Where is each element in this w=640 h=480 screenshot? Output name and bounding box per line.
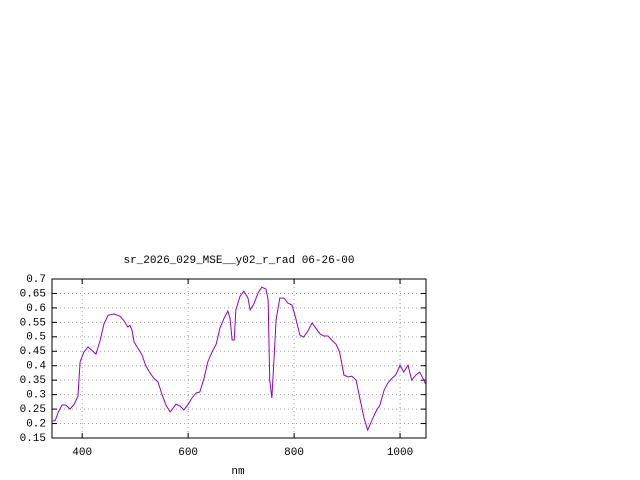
x-axis-label: nm: [231, 466, 245, 478]
y-tick-label: 0.65: [20, 288, 46, 300]
x-tick-label: 800: [284, 447, 304, 459]
y-tick-label: 0.35: [20, 375, 46, 387]
y-tick-label: 0.3: [26, 390, 46, 402]
y-tick-label: 0.6: [26, 303, 46, 315]
data-line: [51, 286, 427, 432]
y-tick-label: 0.2: [26, 418, 46, 430]
x-tick-label: 600: [178, 447, 198, 459]
plot-border: [51, 278, 427, 439]
chart-title: sr_2026_029_MSE__y02_r_rad 06-26-00: [123, 255, 354, 267]
y-tick-label: 0.7: [26, 274, 46, 286]
x-tick-label: 1000: [387, 447, 413, 459]
y-tick-label: 0.25: [20, 404, 46, 416]
y-tick-label: 0.45: [20, 346, 46, 358]
x-tick-label: 400: [72, 447, 92, 459]
y-tick-label: 0.55: [20, 317, 46, 329]
y-tick-label: 0.15: [20, 433, 46, 445]
y-tick-label: 0.4: [26, 361, 46, 373]
y-tick-label: 0.5: [26, 332, 46, 344]
